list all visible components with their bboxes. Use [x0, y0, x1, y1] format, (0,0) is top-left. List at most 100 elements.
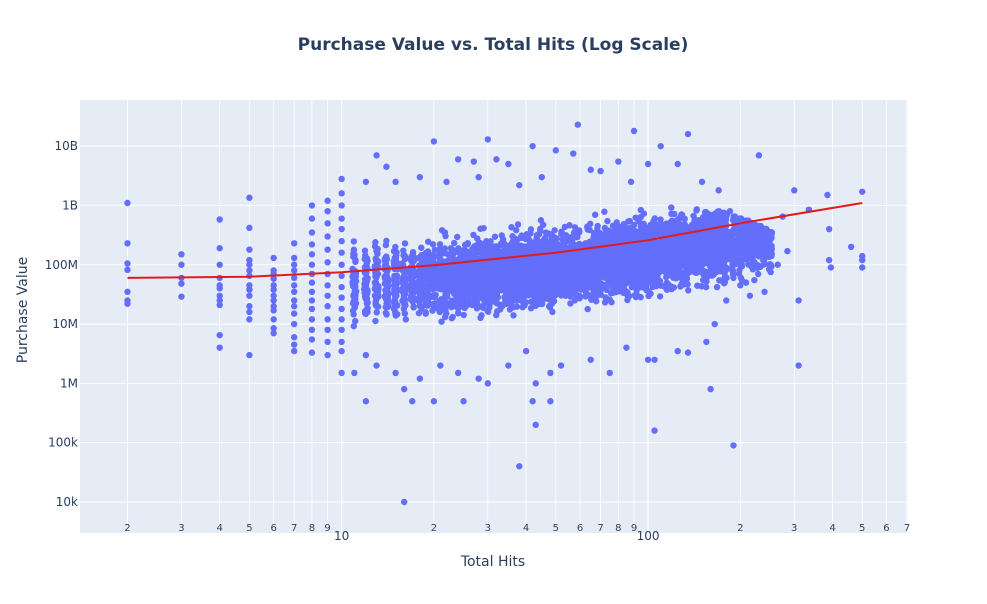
data-point — [382, 293, 388, 299]
data-point — [604, 218, 610, 224]
data-point — [528, 226, 534, 232]
data-point — [474, 235, 480, 241]
data-point — [382, 257, 388, 263]
data-point — [657, 293, 663, 299]
data-point — [671, 211, 677, 217]
data-point — [537, 228, 543, 234]
data-point — [513, 227, 519, 233]
data-point — [430, 283, 436, 289]
data-point — [442, 245, 448, 251]
data-point — [373, 274, 379, 280]
data-point — [424, 303, 430, 309]
data-point — [465, 240, 471, 246]
data-point — [442, 233, 448, 239]
data-point — [448, 273, 454, 279]
data-point — [526, 236, 532, 242]
data-point — [401, 303, 407, 309]
data-point — [391, 260, 397, 266]
data-point — [684, 281, 690, 287]
data-point — [624, 292, 630, 298]
data-point — [553, 235, 559, 241]
data-point — [638, 207, 644, 213]
data-point — [350, 311, 356, 317]
data-point — [430, 277, 436, 283]
data-point — [608, 299, 614, 305]
data-point — [374, 309, 380, 315]
data-point — [393, 312, 399, 318]
data-point — [392, 300, 398, 306]
data-point — [576, 227, 582, 233]
data-point — [392, 292, 398, 298]
data-point — [592, 212, 598, 218]
data-point — [401, 284, 407, 290]
data-point — [436, 298, 442, 304]
data-point — [437, 241, 443, 247]
data-point — [561, 239, 567, 245]
data-point — [693, 207, 699, 213]
data-point — [461, 312, 467, 318]
data-point — [392, 279, 398, 285]
data-point — [375, 259, 381, 265]
data-point — [455, 310, 461, 316]
data-point — [678, 281, 684, 287]
data-point — [637, 294, 643, 300]
data-point — [430, 241, 436, 247]
data-point — [403, 316, 409, 322]
data-point — [584, 306, 590, 312]
data-point — [693, 270, 699, 276]
data-point — [422, 255, 428, 261]
data-point — [451, 240, 457, 246]
data-point — [688, 244, 694, 250]
data-point — [402, 310, 408, 316]
data-point — [351, 323, 357, 329]
data-point — [418, 245, 424, 251]
data-point — [478, 312, 484, 318]
data-point — [585, 226, 591, 232]
data-point — [449, 314, 455, 320]
data-point — [596, 286, 602, 292]
data-point — [408, 295, 414, 301]
data-point — [402, 240, 408, 246]
data-point — [679, 212, 685, 218]
data-point — [551, 227, 557, 233]
data-point — [351, 238, 357, 244]
data-point — [416, 278, 422, 284]
data-point — [383, 310, 389, 316]
data-point — [429, 307, 435, 313]
data-point — [372, 239, 378, 245]
data-point — [391, 248, 397, 254]
data-point — [408, 253, 414, 259]
data-point — [483, 299, 489, 305]
data-point — [352, 279, 358, 285]
data-point — [416, 299, 422, 305]
data-point — [566, 222, 572, 228]
data-point — [480, 225, 486, 231]
data-point — [493, 312, 499, 318]
data-point — [454, 234, 460, 240]
data-point — [362, 285, 368, 291]
data-point — [652, 215, 658, 221]
data-point — [647, 290, 653, 296]
data-point — [351, 305, 357, 311]
data-point — [352, 259, 358, 265]
data-point — [362, 308, 368, 314]
data-point — [422, 309, 428, 315]
data-point — [374, 250, 380, 256]
data-point — [710, 252, 716, 258]
data-point — [721, 213, 727, 219]
data-point — [549, 309, 555, 315]
data-point — [375, 291, 381, 297]
data-point — [492, 234, 498, 240]
data-point — [432, 292, 438, 298]
data-point — [383, 242, 389, 248]
data-point — [486, 305, 492, 311]
data-point — [515, 221, 521, 227]
data-point — [423, 294, 429, 300]
data-point — [538, 217, 544, 223]
data-point — [671, 284, 677, 290]
data-point — [685, 287, 691, 293]
data-point — [352, 289, 358, 295]
data-point — [401, 273, 407, 279]
